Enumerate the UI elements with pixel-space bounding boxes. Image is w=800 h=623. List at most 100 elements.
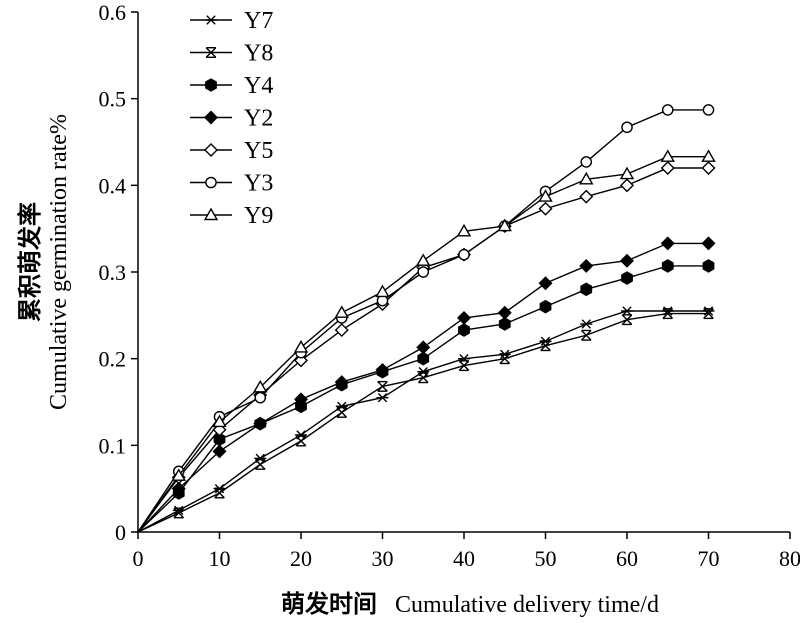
y-tick-label: 0.3: [99, 260, 127, 285]
y-tick-label: 0.5: [99, 87, 127, 112]
data-point: [660, 149, 675, 162]
data-point: [417, 351, 430, 366]
y-tick-label: 0.6: [99, 0, 127, 25]
data-point: [212, 414, 227, 428]
data-point: [416, 340, 431, 355]
x-tick-label: 50: [535, 546, 557, 571]
series-Y4: [137, 259, 715, 533]
legend-label: Y5: [244, 138, 273, 164]
legend-label: Y8: [244, 41, 273, 67]
data-point: [171, 468, 186, 481]
legend-label: Y9: [244, 203, 273, 229]
data-point: [661, 259, 674, 273]
x-axis-label-en: Cumulative delivery time/d: [395, 592, 659, 618]
x-tick-label: 60: [616, 546, 638, 571]
data-point: [621, 121, 633, 134]
legend-entry-Y8: Y8: [190, 41, 273, 67]
data-point: [702, 104, 715, 116]
data-point: [540, 340, 551, 352]
data-point: [621, 306, 633, 316]
data-point: [173, 507, 185, 519]
legend-entry-Y9: Y9: [190, 203, 273, 229]
data-point: [375, 362, 390, 377]
data-point: [416, 253, 431, 266]
data-point: [171, 481, 186, 496]
x-axis-label: 萌发时间 Cumulative delivery time/d: [281, 590, 659, 618]
data-point: [620, 253, 634, 268]
data-point: [334, 305, 349, 318]
data-point: [660, 236, 675, 251]
data-point: [702, 259, 715, 273]
legend-marker: [203, 207, 219, 221]
data-point: [660, 161, 675, 175]
data-point: [375, 284, 390, 298]
data-point: [457, 310, 471, 325]
data-point: [497, 305, 512, 320]
data-point: [580, 319, 593, 329]
data-point: [619, 166, 635, 180]
x-tick-label: 40: [453, 546, 475, 571]
data-point: [212, 444, 227, 459]
legend-marker: [205, 176, 217, 189]
series-Y2: [137, 236, 716, 533]
data-point: [662, 308, 674, 320]
data-point: [498, 317, 511, 331]
data-point: [376, 392, 389, 403]
series-Y7: [137, 306, 715, 533]
legend-entry-Y7: Y7: [190, 8, 273, 34]
data-point: [253, 416, 268, 431]
y-tick-label: 0.2: [99, 347, 127, 372]
data-point: [499, 353, 511, 365]
legend-label: Y4: [244, 73, 273, 99]
data-point: [377, 380, 388, 392]
data-point: [295, 435, 307, 447]
data-point: [456, 223, 472, 237]
data-point: [620, 178, 634, 193]
legend-entry-Y5: Y5: [190, 138, 273, 164]
data-point: [579, 171, 594, 185]
data-point: [254, 458, 266, 470]
data-point: [579, 189, 594, 204]
data-point: [538, 201, 553, 216]
data-point: [621, 314, 633, 326]
legend-marker: [204, 143, 218, 157]
legend-marker: [205, 47, 217, 58]
x-tick-label: 70: [698, 546, 720, 571]
data-point: [458, 323, 470, 337]
data-point: [334, 375, 349, 390]
y-tick-label: 0.4: [99, 173, 127, 198]
data-point: [497, 218, 512, 232]
data-point: [538, 189, 553, 202]
data-point: [294, 392, 308, 407]
data-point: [458, 360, 470, 372]
legend-marker: [204, 110, 218, 125]
x-axis-label-cn: 萌发时间: [281, 590, 377, 618]
series-Y9: [137, 149, 716, 533]
x-tick-label: 20: [290, 546, 312, 571]
data-point: [538, 276, 553, 291]
data-point: [417, 372, 429, 384]
legend-marker: [205, 15, 217, 25]
legend-entry-Y3: Y3: [190, 171, 273, 197]
data-point: [214, 487, 225, 499]
data-point: [579, 258, 594, 273]
y-tick-label: 0: [115, 520, 126, 545]
data-point: [580, 156, 593, 168]
legend-label: Y2: [244, 106, 273, 132]
legend-marker: [205, 78, 217, 92]
data-point: [580, 282, 593, 297]
data-point: [621, 271, 633, 285]
legend-label: Y7: [244, 8, 273, 34]
data-point: [458, 248, 470, 261]
data-point: [701, 236, 716, 251]
data-point: [539, 299, 552, 314]
x-tick-label: 10: [209, 546, 231, 571]
data-point: [417, 266, 430, 278]
data-point: [703, 308, 714, 320]
y-tick-label: 0.1: [99, 433, 127, 458]
legend-entry-Y2: Y2: [190, 106, 273, 132]
data-point: [334, 323, 349, 338]
data-point: [701, 161, 716, 175]
data-point: [336, 406, 348, 418]
